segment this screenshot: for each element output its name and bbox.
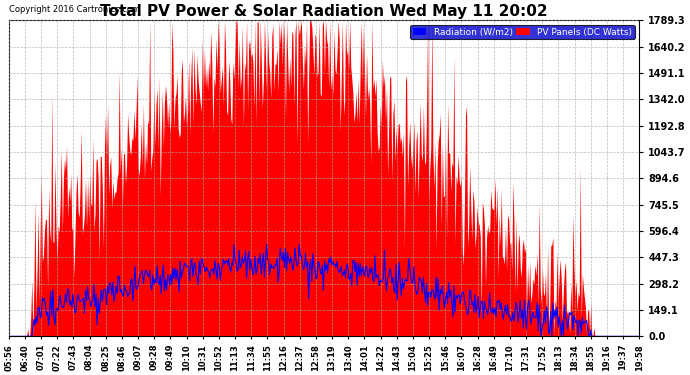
Title: Total PV Power & Solar Radiation Wed May 11 20:02: Total PV Power & Solar Radiation Wed May… bbox=[100, 4, 548, 19]
Text: Copyright 2016 Cartronics.com: Copyright 2016 Cartronics.com bbox=[9, 5, 140, 14]
Legend: Radiation (W/m2), PV Panels (DC Watts): Radiation (W/m2), PV Panels (DC Watts) bbox=[410, 25, 635, 39]
